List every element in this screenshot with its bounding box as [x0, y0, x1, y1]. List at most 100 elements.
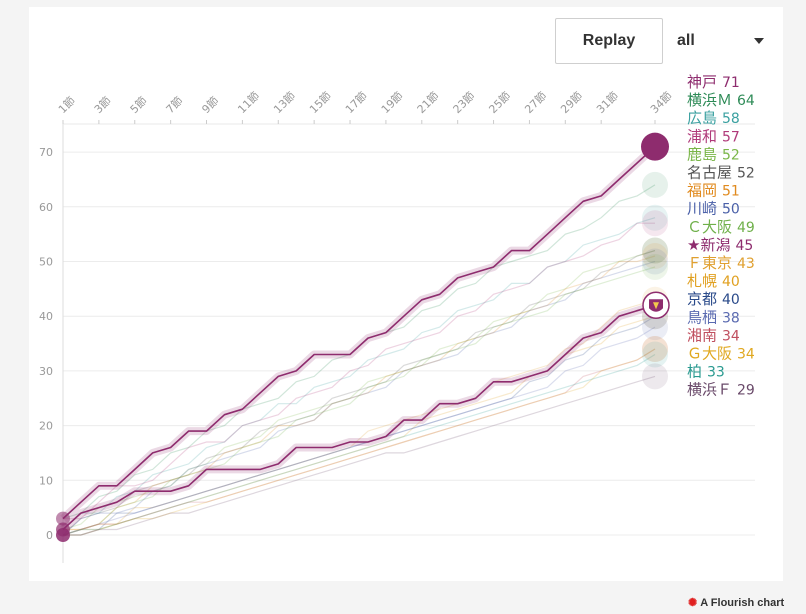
series-line — [62, 299, 656, 536]
series-label-name: ★新潟 — [687, 236, 730, 254]
series-line — [62, 348, 656, 536]
series-label: 札幌 40 — [687, 272, 740, 290]
series-endpoint — [642, 336, 668, 363]
series-label: 柏 33 — [687, 363, 725, 381]
series-line — [62, 326, 656, 536]
series-label-value: 64 — [737, 93, 755, 109]
series-line — [62, 353, 656, 536]
x-axis: 1節 3節 5節 7節 9節 11節 13節 15節 17節 19節 21節 23節 25節 27節 29節… — [55, 89, 675, 124]
series-endpoint — [642, 204, 668, 231]
y-tick-label: 60 — [39, 201, 53, 214]
series-endpoint — [642, 314, 668, 341]
highlighted-series — [60, 143, 658, 533]
series-endpoint — [642, 171, 668, 198]
series-line — [63, 222, 655, 520]
series-label-value: 34 — [722, 328, 740, 344]
x-tick-label: 15節 — [306, 89, 334, 117]
y-tick-label: 30 — [39, 365, 53, 378]
series-label-name: Ｃ大阪 — [687, 218, 732, 236]
series-label-value: 34 — [737, 347, 755, 363]
series-label-value: 40 — [722, 292, 740, 308]
series-line — [63, 348, 656, 536]
series-label: 川崎 50 — [687, 200, 740, 218]
series-label-name: 横浜Ｆ — [687, 381, 732, 399]
series-label: 名古屋 52 — [687, 164, 755, 182]
x-tick-label: 11節 — [235, 89, 263, 117]
series-label: ★新潟 45 — [687, 236, 753, 254]
y-tick-label: 70 — [39, 146, 53, 159]
series-label-value: 40 — [722, 274, 740, 290]
series-label-value: 33 — [707, 365, 725, 381]
series-label: 福岡 51 — [687, 182, 740, 200]
x-tick-label: 1節 — [55, 93, 78, 116]
start-marker — [56, 511, 70, 526]
series-endpoint — [642, 237, 668, 264]
chevron-down-icon — [754, 38, 764, 44]
background-series — [62, 184, 656, 536]
series-label-name: 名古屋 — [687, 164, 732, 182]
x-tick-label: 25節 — [486, 89, 514, 117]
series-endpoint — [642, 237, 668, 264]
x-tick-label: 27節 — [522, 89, 550, 117]
filter-select[interactable]: all — [664, 18, 772, 64]
x-tick-label: 9節 — [199, 93, 222, 116]
series-label-value: 51 — [722, 184, 740, 200]
x-tick-label: 5節 — [127, 93, 150, 116]
flourish-credit[interactable]: ✺ A Flourish chart — [688, 597, 784, 609]
crest-emblem-icon — [653, 302, 659, 310]
series-label: 広島 58 — [687, 109, 740, 127]
series-endpoint — [642, 341, 668, 368]
x-tick-label: 34節 — [647, 89, 675, 117]
series-label-value: 49 — [737, 220, 755, 236]
series-label-value: 38 — [722, 310, 740, 326]
y-tick-label: 10 — [39, 474, 53, 487]
series-label-name: 札幌 — [687, 272, 717, 290]
series-label-name: 湘南 — [687, 326, 717, 344]
y-tick-label: 0 — [46, 529, 53, 542]
series-label-value: 43 — [737, 256, 755, 272]
series-label-name: 横浜Ｍ — [687, 91, 732, 109]
start-marker — [56, 528, 70, 542]
series-label: 鳥栖 38 — [687, 308, 740, 326]
flourish-logo-icon: ✺ — [688, 596, 698, 609]
series-line — [62, 266, 656, 536]
x-tick-label: 23節 — [450, 89, 478, 117]
x-tick-label: 13節 — [270, 89, 298, 117]
x-tick-label: 19節 — [378, 89, 406, 117]
series-line — [62, 260, 656, 536]
series-label: 横浜Ｆ 29 — [687, 381, 755, 399]
series-label: 鹿島 52 — [687, 145, 740, 163]
series-label-name: 福岡 — [687, 182, 717, 200]
series-label-name: 鳥栖 — [687, 308, 717, 326]
x-tick-label: 21節 — [414, 89, 442, 117]
series-line-glow — [60, 301, 657, 533]
leader-endpoint — [641, 132, 669, 161]
x-tick-label: 3節 — [91, 93, 114, 116]
x-tick-label: 31節 — [593, 89, 621, 117]
series-label: Ｆ東京 43 — [687, 254, 755, 272]
x-tick-label: 17節 — [342, 89, 370, 117]
series-label-name: 広島 — [687, 109, 717, 127]
series-endpoints — [56, 132, 670, 542]
series-line — [62, 250, 656, 531]
filter-select-value: all — [677, 32, 695, 49]
y-axis: 0 10 20 30 40 50 60 70 — [39, 146, 53, 542]
series-label-value: 45 — [735, 238, 753, 254]
series-label-value: 58 — [722, 111, 740, 127]
grid-lines — [62, 123, 755, 563]
series-label-name: 鹿島 — [687, 145, 717, 163]
series-line — [62, 217, 656, 530]
replay-button[interactable]: Replay — [555, 18, 663, 64]
series-label: 京都 40 — [687, 290, 740, 308]
series-label-value: 52 — [737, 166, 755, 182]
series-line — [63, 375, 656, 536]
series-label-name: 柏 — [687, 363, 702, 381]
series-line-glow — [60, 143, 658, 522]
series-endpoint — [642, 363, 668, 390]
x-tick-label: 29節 — [558, 89, 586, 117]
series-label: 神戸 71 — [687, 73, 740, 91]
series-endpoint — [642, 243, 668, 270]
series-endpoint — [642, 210, 668, 237]
series-label-name: 神戸 — [687, 73, 717, 91]
